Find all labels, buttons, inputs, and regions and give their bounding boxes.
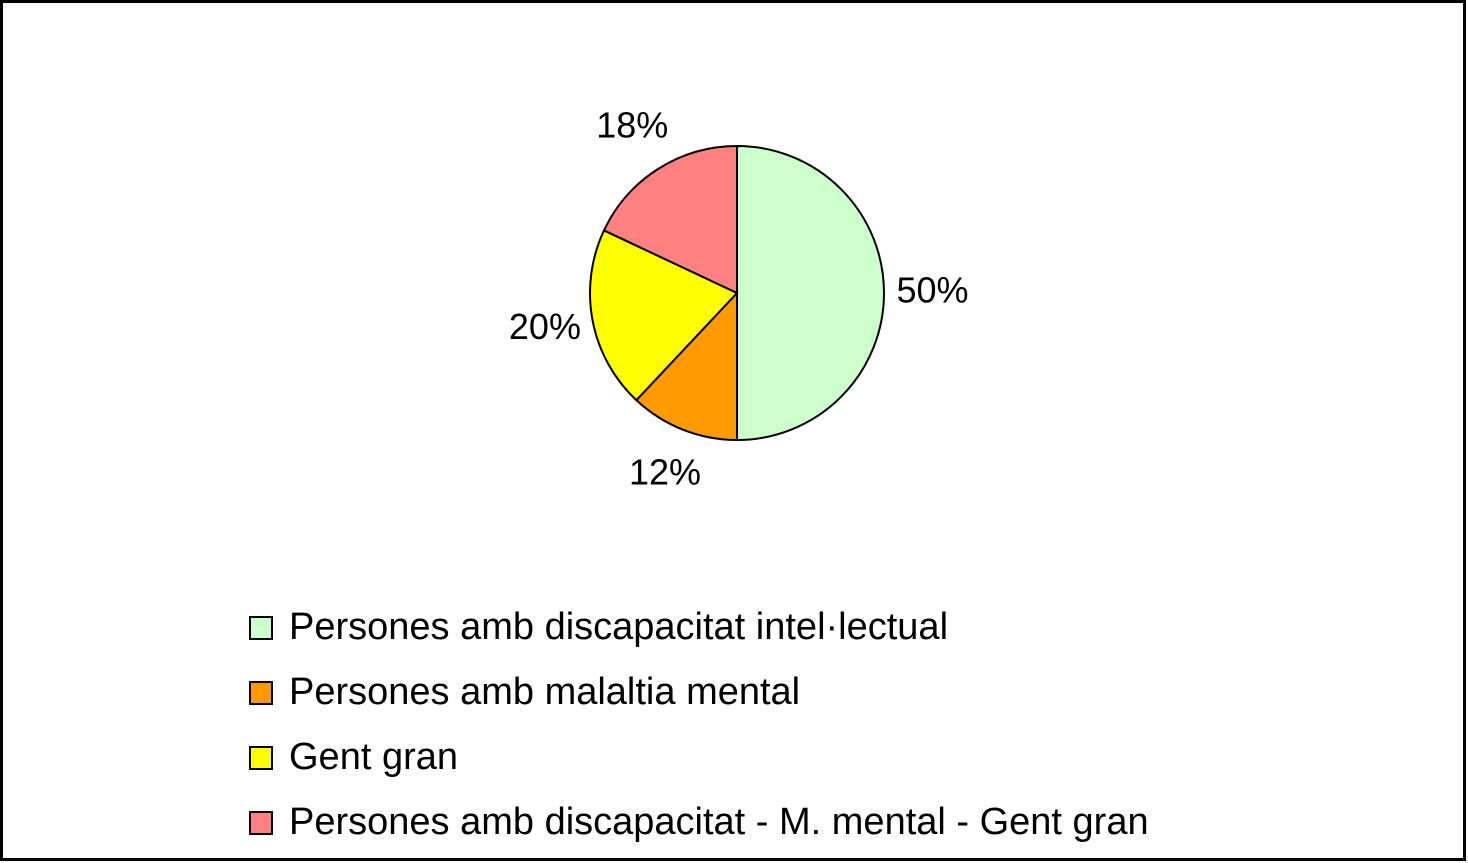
legend-swatch <box>249 681 273 705</box>
data-label: 20% <box>509 306 581 347</box>
pie-slice <box>602 144 738 295</box>
data-label: 18% <box>596 104 668 145</box>
pie-slice <box>736 144 885 442</box>
legend-label: Persones amb discapacitat - M. mental - … <box>289 801 1149 843</box>
data-label: 12% <box>629 451 701 492</box>
legend-label: Gent gran <box>289 736 458 778</box>
legend-swatch <box>249 811 273 835</box>
data-label: 50% <box>896 270 968 311</box>
legend-label: Persones amb discapacitat intel·lectual <box>289 606 948 648</box>
legend-swatch <box>249 746 273 770</box>
legend-swatch <box>249 616 273 640</box>
pie-slice <box>589 229 739 402</box>
legend-label: Persones amb malaltia mental <box>289 671 800 713</box>
pie-slice <box>634 290 738 442</box>
